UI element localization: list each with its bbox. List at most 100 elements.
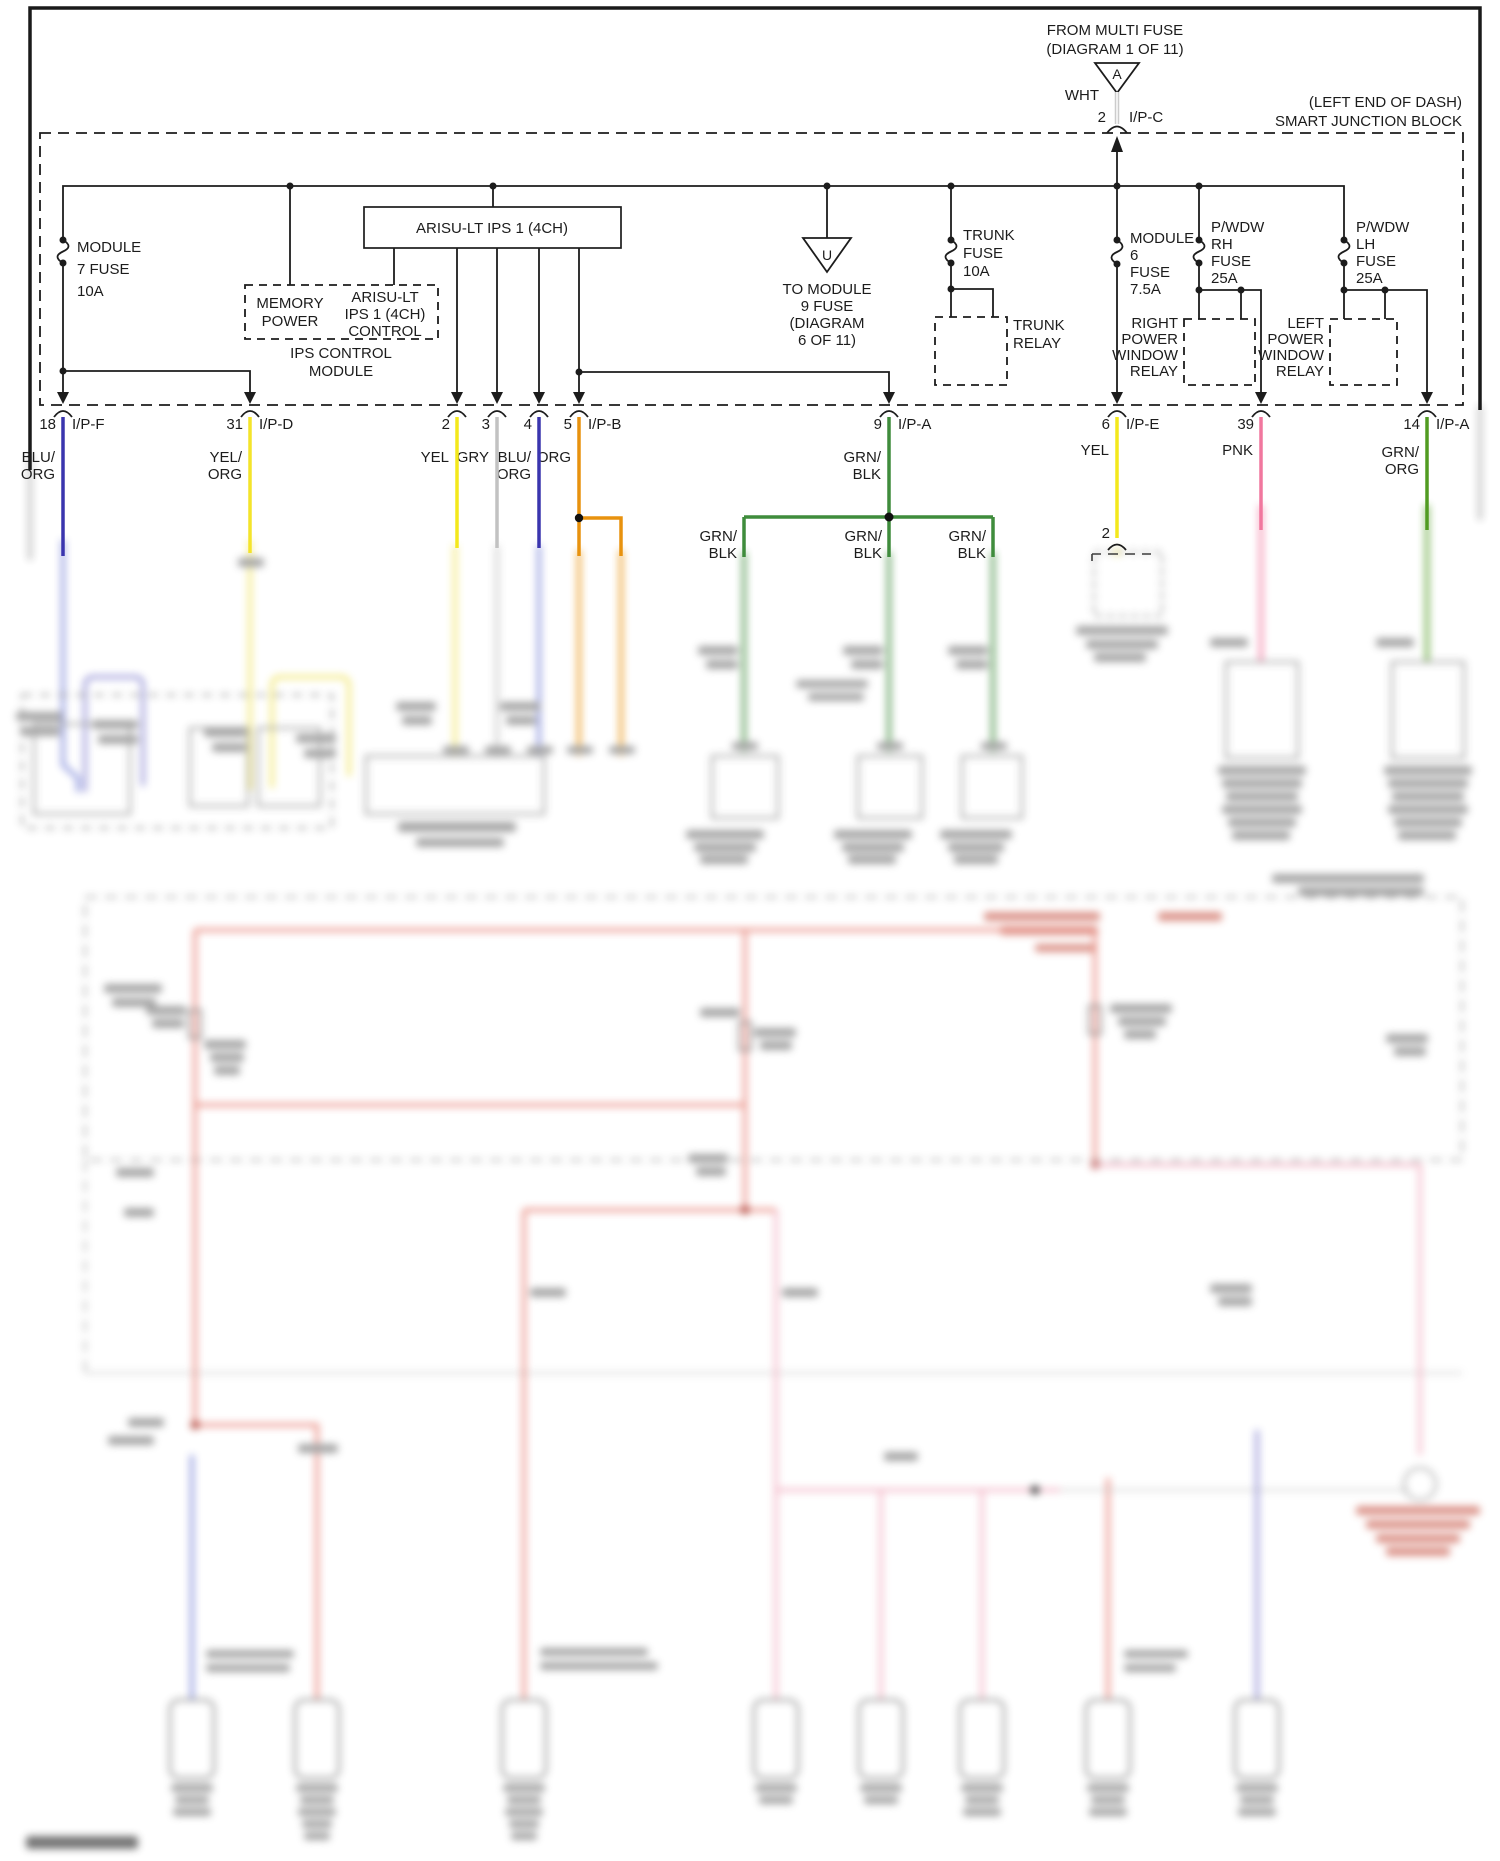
frame-fade: [28, 405, 1482, 560]
fuse-symbol: [1110, 239, 1124, 265]
arisu-ips-box-label: ARISU-LT IPS 1 (4CH): [416, 220, 568, 237]
wire-blur-red-branch-b2: [195, 1423, 319, 1700]
to-module9: U TO MODULE 9 FUSE (DIAGRAM 6 OF 11): [783, 186, 872, 349]
grn-blk-3b: BLK: [958, 545, 986, 562]
color-18-2: ORG: [21, 466, 55, 483]
colored-wires: [61, 417, 1429, 557]
blur-band1-text-blobs: [16, 558, 1472, 864]
code-9: I/P-A: [898, 416, 931, 433]
color-39: PNK: [1222, 442, 1253, 459]
pin-4: 4: [524, 416, 532, 433]
pin-14: 14: [1403, 416, 1420, 433]
blur-band1-boxes: [21, 551, 1465, 829]
trunk-relay-line1: TRUNK: [1013, 317, 1065, 334]
grn-blk-branch-labels: GRN/ BLK GRN/ BLK GRN/ BLK: [700, 528, 987, 562]
blur-bottom-connectors: [26, 1698, 1281, 1849]
pin-5: 5: [564, 416, 572, 433]
ipc-pin: 2: [1098, 109, 1106, 126]
code-6: I/P-E: [1126, 416, 1159, 433]
pin-39: 39: [1237, 416, 1254, 433]
blur-band2-text-blobs: [104, 984, 1428, 1672]
module6-line4: 7.5A: [1130, 281, 1161, 298]
to-module9-line1: TO MODULE: [783, 281, 872, 298]
lower-pin2-label: 2: [1102, 525, 1110, 542]
to-module9-line3: (DIAGRAM: [790, 315, 865, 332]
arisu-ips-unit: ARISU-LT IPS 1 (4CH) MEMORY POWER ARISU-…: [244, 186, 890, 392]
blur-band2-boxes: [84, 874, 1463, 1374]
left-relay-line4: RELAY: [1276, 363, 1324, 380]
pin-2: 2: [442, 416, 450, 433]
connector-bump-top: [1106, 125, 1128, 134]
pin-6: 6: [1102, 416, 1110, 433]
module7-fuse: MODULE 7 FUSE 10A: [56, 236, 251, 392]
module6-line1: MODULE: [1130, 230, 1194, 247]
lower-pin2-connector: 2: [1091, 525, 1151, 561]
ipc-code: I/P-C: [1129, 109, 1163, 126]
wire-color-labels: BLU/ ORG YEL/ ORG YEL GRY BLU/ ORG ORG G…: [21, 442, 1420, 483]
triangle-a-letter: A: [1112, 66, 1122, 82]
code-31: I/P-D: [259, 416, 293, 433]
dashed-box-corner: [1091, 553, 1151, 561]
module7-line1: MODULE: [77, 239, 141, 256]
to-module9-line2: 9 FUSE: [801, 298, 854, 315]
color-14-1: GRN/: [1382, 444, 1420, 461]
sjb-dashed-box: [39, 132, 1464, 406]
pin-3: 3: [482, 416, 490, 433]
connector-bump: [1107, 543, 1127, 551]
triangle-a-symbol: [1093, 62, 1141, 95]
right-relay-line2: POWER: [1121, 331, 1178, 348]
wire-blur-purple-loop: [83, 675, 145, 792]
module6-line3: FUSE: [1130, 264, 1170, 281]
wire-blur-yellow-loop: [270, 675, 351, 788]
left-relay-line1: LEFT: [1287, 315, 1324, 332]
arisu-ips-box: [363, 206, 622, 249]
blur-band1-wires: [61, 505, 1429, 792]
ips-module-label-line1: IPS CONTROL: [290, 345, 392, 362]
org-junction-dot: [574, 513, 584, 523]
color-3: GRY: [457, 449, 489, 466]
fuse-symbol: [56, 239, 70, 264]
pwdw-lh-line4: 25A: [1356, 270, 1383, 287]
watermark-blob: [26, 1836, 138, 1849]
module6-line2: 6: [1130, 247, 1138, 264]
sjb-location-label: (LEFT END OF DASH): [1309, 94, 1462, 111]
grn-blk-2a: GRN/: [845, 528, 883, 545]
module7-line2: 7 FUSE: [77, 261, 130, 278]
source-label-line1: FROM MULTI FUSE: [1047, 22, 1183, 39]
color-9-1: GRN/: [844, 449, 882, 466]
grn-junction-dot: [884, 512, 894, 522]
right-relay-line1: RIGHT: [1131, 315, 1178, 332]
right-relay-line3: WINDOW: [1112, 347, 1179, 364]
grn-blk-1a: GRN/: [700, 528, 738, 545]
ips-module-label-line2: MODULE: [309, 363, 373, 380]
left-relay-line2: POWER: [1267, 331, 1324, 348]
trunk-relay-box: [934, 316, 1008, 386]
pwdw-lh: P/WDW LH FUSE 25A LEFT POWER WINDOW RELA…: [1258, 219, 1428, 392]
left-relay-line3: WINDOW: [1258, 347, 1325, 364]
trunk-fuse-line3: 10A: [963, 263, 990, 280]
connector-pin-labels: 18 I/P-F 31 I/P-D 2 3 4 5 I/P-B 9 I/P-A …: [39, 416, 1469, 433]
wire-blur-blu-org-left: [61, 540, 80, 792]
fuse-symbol: [1192, 239, 1206, 264]
right-pw-relay-box: [1183, 318, 1256, 386]
module7-line3: 10A: [77, 283, 104, 300]
memory-power-line1: MEMORY: [256, 295, 323, 312]
color-5: ORG: [537, 449, 571, 466]
trunk-fuse-line2: FUSE: [963, 245, 1003, 262]
fuse-symbol: [1337, 239, 1351, 264]
trunk-relay-line2: RELAY: [1013, 335, 1061, 352]
pwdw-rh-line4: 25A: [1211, 270, 1238, 287]
blur-band2-symbols: [188, 1005, 1480, 1556]
module6-fuse: MODULE 6 FUSE 7.5A: [1110, 152, 1194, 392]
color-14-2: ORG: [1385, 461, 1419, 478]
pwdw-lh-line2: LH: [1356, 236, 1375, 253]
blur-bottom-connector-labels: [171, 1784, 1278, 1840]
color-4-2: ORG: [497, 466, 531, 483]
pwdw-rh-line1: P/WDW: [1211, 219, 1265, 236]
triangle-u-letter: U: [822, 247, 832, 263]
to-module9-line4: 6 OF 11): [798, 332, 856, 349]
page-frame: [28, 6, 1482, 470]
arisu-control-line1: ARISU-LT: [351, 289, 418, 306]
